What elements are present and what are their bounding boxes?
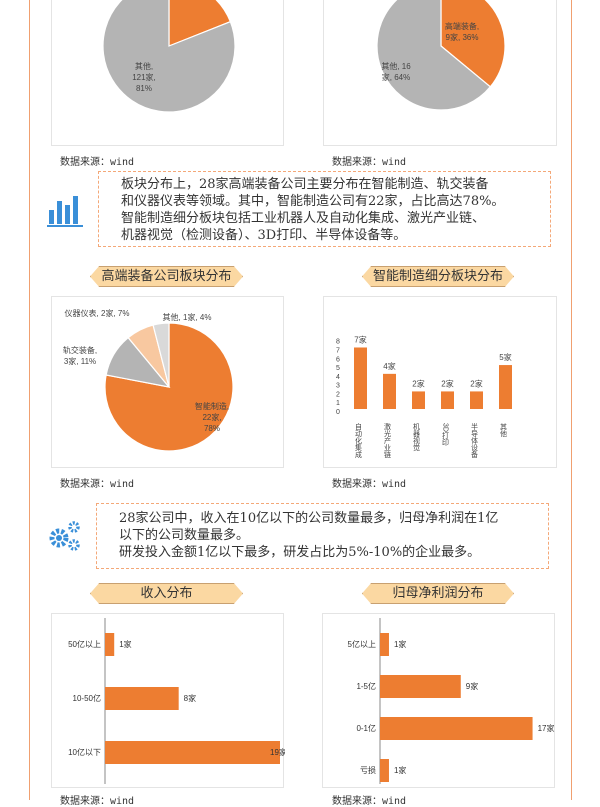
- bar: [441, 391, 454, 409]
- bar: [354, 347, 367, 409]
- source-caption: 数据来源：wind: [332, 157, 407, 168]
- y-tick-label: 1: [336, 400, 340, 407]
- pie-slice: [102, 0, 236, 113]
- x-tick-label: 其他: [500, 423, 508, 438]
- source-caption: 数据来源：wind: [332, 479, 407, 490]
- bar-data-label: 1家: [119, 639, 131, 649]
- bar: [380, 759, 389, 782]
- bar-data-label: 2家: [441, 378, 453, 388]
- category-label: 1-5亿: [356, 681, 376, 691]
- pie-slice-label: 9家, 36%: [446, 32, 479, 42]
- bar: [380, 675, 461, 698]
- bar: [470, 391, 483, 409]
- pie-slice-label: 其他,: [135, 61, 153, 71]
- pie-slice-label: 智能制造,: [195, 401, 229, 411]
- pie-slice-label: 81%: [136, 84, 152, 93]
- bar-data-label: 8家: [184, 693, 196, 703]
- chart-title-banner: 高端装备公司板块分布: [90, 266, 243, 287]
- category-label: 50亿以上: [68, 639, 101, 649]
- y-tick-label: 5: [336, 365, 340, 372]
- y-tick-label: 8: [336, 339, 340, 346]
- bar-data-label: 19家: [270, 747, 285, 757]
- category-label: 0-1亿: [356, 723, 376, 733]
- bar: [105, 687, 179, 710]
- bar: [105, 633, 115, 656]
- y-tick-label: 4: [336, 374, 340, 381]
- y-tick-label: 6: [336, 356, 340, 363]
- pie-slice-label: 78%: [204, 424, 220, 433]
- x-tick-label: 机器视觉: [413, 422, 421, 452]
- pie-slice-label: 轨交装备,: [63, 345, 97, 355]
- pie-slice: [152, 322, 170, 388]
- pie-chart-2: 高端装备, 9家, 36% 其他, 16 家, 64%: [323, 0, 557, 146]
- category-label: 10-50亿: [73, 693, 101, 703]
- bar-data-label: 4家: [383, 361, 395, 371]
- pie-slice: [440, 0, 506, 88]
- summary-box-financials: 28家公司中，收入在10亿以下的公司数量最多，归母净利润在1亿 以下的公司数量最…: [96, 503, 549, 569]
- bar-data-label: 5家: [499, 352, 511, 362]
- x-tick-label: 3D打印: [442, 423, 450, 447]
- pie-slice-label: 22家,: [202, 412, 221, 422]
- bar: [383, 373, 396, 409]
- y-tick-label: 7: [336, 347, 340, 354]
- x-tick-label: 半导体设备: [471, 422, 479, 459]
- pie-slice-label: 家, 64%: [382, 72, 410, 82]
- chart-title-banner: 智能制造细分板块分布: [362, 266, 514, 287]
- pie-slice-label: 仪器仪表, 2家, 7%: [65, 308, 130, 318]
- y-tick-label: 3: [336, 383, 340, 390]
- sector-pie-chart: 智能制造, 22家, 78% 轨交装备, 3家, 11% 仪器仪表, 2家, 7% 其他, …: [51, 296, 284, 468]
- pie-slice-label: 121家,: [132, 72, 156, 82]
- summary-line: 智能制造细分板块包括工业机器人及自动化集成、激光产业链、: [121, 211, 486, 226]
- summary-line: 以下的公司数量最多。: [119, 528, 250, 543]
- pie-slice-label: 高端装备,: [445, 21, 479, 31]
- category-label: 10亿以下: [68, 747, 101, 757]
- bar-data-label: 2家: [470, 378, 482, 388]
- pie-chart-1: 高端装备,28家,19%其他,121家,81%: [51, 0, 284, 146]
- bar-chart-icon: [47, 196, 83, 227]
- summary-line: 28家公司中，收入在10亿以下的公司数量最多，归母净利润在1亿: [119, 511, 499, 526]
- y-tick-label: 2: [336, 391, 340, 398]
- net-profit-bar-chart: 5亿以上 1家 1-5亿 9家 0-1亿 17家亏损 1家: [322, 613, 555, 788]
- bar-data-label: 2家: [412, 378, 424, 388]
- bar-data-label: 9家: [466, 681, 478, 691]
- bar: [499, 365, 512, 409]
- source-caption: 数据来源：wind: [60, 157, 135, 168]
- bar-data-label: 1家: [394, 639, 406, 649]
- chart-title-banner: 归母净利润分布: [362, 583, 514, 604]
- bar: [412, 391, 425, 409]
- gears-icon: [49, 521, 80, 551]
- bar-data-label: 1家: [394, 765, 406, 775]
- bar: [105, 741, 280, 764]
- source-caption: 数据来源：wind: [60, 479, 135, 490]
- summary-line: 研发投入金额1亿以下最多，研发占比为5%-10%的企业最多。: [119, 545, 481, 560]
- category-label: 亏损: [360, 765, 376, 775]
- smart-manufacturing-bar-chart: 0 1 2 3 4 5 6 7 8 7家 自动化集成 4家 激光产业链 2家 机器视觉 2家 3D打印 2家 半导体…: [323, 296, 557, 468]
- page-border-left: [29, 0, 30, 800]
- category-label: 5亿以上: [348, 639, 376, 649]
- x-tick-label: 激光产业链: [384, 422, 392, 459]
- pie-slice: [104, 322, 234, 452]
- pie-slice-label: 3家, 11%: [64, 356, 96, 366]
- revenue-bar-chart: 50亿以上 1家 10-50亿 8家 10亿以下 19家: [51, 613, 287, 788]
- x-tick-label: 自动化集成: [355, 422, 363, 459]
- page-border-right: [571, 0, 572, 800]
- pie-slice: [376, 0, 492, 111]
- bar: [380, 717, 533, 740]
- bar: [380, 633, 389, 656]
- bar-data-label: 7家: [354, 334, 366, 344]
- pie-slice-label: 其他, 16: [381, 61, 411, 71]
- pie-slice-label: 其他, 1家, 4%: [163, 312, 212, 322]
- summary-box-sectors: 板块分布上，28家高端装备公司主要分布在智能制造、轨交装备 和仪器仪表等领域。其…: [98, 171, 551, 247]
- pie-slice: [168, 0, 232, 47]
- summary-line: 和仪器仪表等领域。其中，智能制造公司有22家，占比高达78%。: [121, 194, 505, 209]
- bar-data-label: 17家: [538, 723, 555, 733]
- summary-line: 机器视觉（检测设备）、3D打印、半导体设备等。: [121, 228, 407, 243]
- y-tick-label: 0: [336, 409, 340, 416]
- summary-line: 板块分布上，28家高端装备公司主要分布在智能制造、轨交装备: [121, 177, 489, 192]
- chart-title-banner: 收入分布: [90, 583, 243, 604]
